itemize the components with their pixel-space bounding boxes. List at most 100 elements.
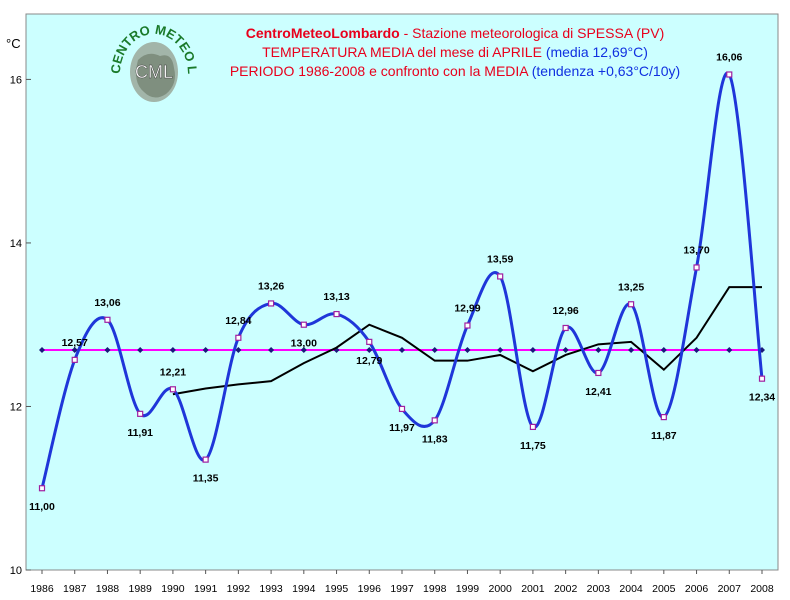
- data-label: 12,41: [585, 386, 611, 398]
- plot-area: [25, 13, 779, 571]
- mean-marker: [431, 347, 438, 354]
- x-tick-label: 2005: [652, 583, 676, 595]
- data-label: 11,91: [127, 427, 153, 439]
- title-mean: (media 12,69°C): [545, 44, 648, 60]
- mean-marker: [104, 347, 111, 354]
- temperature-marker: [366, 338, 373, 345]
- data-label: 11,75: [520, 440, 546, 452]
- mean-marker: [628, 347, 635, 354]
- mean-marker: [497, 347, 504, 354]
- x-tick-label: 2003: [587, 583, 611, 595]
- data-label: 11,87: [651, 430, 677, 442]
- moving-average-line: [172, 286, 762, 396]
- title-line-2: TEMPERATURA MEDIA del mese di APRILE (me…: [205, 43, 705, 62]
- title-trend: (tendenza +0,63°C/10y): [531, 63, 681, 79]
- x-tick-label: 1991: [194, 583, 218, 595]
- mean-marker: [71, 347, 78, 354]
- temperature-marker: [431, 417, 438, 424]
- data-label: 11,35: [193, 473, 219, 485]
- x-tick-label: 2002: [554, 583, 578, 595]
- chart-title: CentroMeteoLombardo - Stazione meteorolo…: [205, 24, 705, 81]
- mean-marker: [366, 347, 373, 354]
- data-label: 13,06: [94, 297, 120, 309]
- temperature-marker: [169, 386, 177, 393]
- mean-marker: [268, 347, 275, 354]
- temperature-marker: [398, 405, 406, 413]
- x-tick-label: 2007: [718, 583, 742, 595]
- data-label: 12,21: [160, 366, 186, 378]
- data-label: 12,96: [552, 305, 578, 317]
- data-label: 13,00: [291, 338, 317, 350]
- mean-marker: [399, 347, 405, 354]
- x-tick-label: 1999: [456, 583, 480, 595]
- mean-marker: [595, 347, 602, 354]
- mean-marker: [562, 347, 569, 354]
- x-tick-label: 2006: [685, 583, 709, 595]
- temperature-marker: [71, 356, 78, 363]
- data-label: 11,97: [389, 422, 415, 434]
- x-tick-label: 1988: [96, 583, 120, 595]
- temperature-marker: [627, 301, 635, 308]
- temperature-marker: [104, 316, 111, 323]
- temperature-marker: [464, 322, 471, 329]
- cml-logo: CENTRO METEO LOMBARDO CML: [108, 12, 200, 102]
- mean-marker: [300, 347, 307, 354]
- x-tick-label: 2000: [489, 583, 513, 595]
- x-tick-label: 1989: [129, 583, 153, 595]
- title-station: - Stazione meteorologica di SPESSA (PV): [399, 25, 665, 41]
- title-period: PERIODO 1986-2008 e confronto con la MED…: [229, 63, 532, 79]
- y-unit-label: °C: [6, 36, 21, 51]
- temperature-marker: [300, 321, 307, 328]
- data-label: 12,84: [225, 315, 251, 327]
- x-tick-label: 1992: [227, 583, 251, 595]
- title-line-3: PERIODO 1986-2008 e confronto con la MED…: [205, 62, 705, 81]
- data-label: 13,13: [323, 291, 349, 303]
- mean-marker: [137, 347, 144, 354]
- data-label: 13,26: [258, 280, 284, 292]
- temperature-marker: [137, 410, 144, 417]
- temperature-marker: [529, 423, 537, 431]
- title-brand: CentroMeteoLombardo: [245, 25, 400, 41]
- x-tick-label: 2008: [750, 583, 774, 595]
- x-tick-label: 1996: [358, 583, 382, 595]
- logo-center-text: CML: [135, 62, 173, 82]
- temperature-marker: [267, 300, 275, 307]
- data-label: 13,59: [487, 253, 513, 265]
- data-label: 13,25: [618, 281, 644, 293]
- y-tick-label: 14: [10, 238, 22, 250]
- x-tick-label: 1994: [292, 583, 316, 595]
- data-label: 12,57: [62, 337, 88, 349]
- y-tick-label: 16: [10, 74, 22, 86]
- x-tick-label: 1986: [30, 583, 54, 595]
- temperature-marker: [497, 273, 504, 280]
- temperature-marker: [726, 71, 733, 78]
- data-label: 11,83: [422, 433, 448, 445]
- mean-marker: [169, 347, 176, 354]
- data-label: 11,00: [29, 501, 55, 513]
- mean-marker: [39, 347, 45, 354]
- x-tick-label: 1995: [325, 583, 349, 595]
- data-labels: 11,00 12,57 13,06 11,91 12,21 11,35 12,84 13,26…: [29, 52, 775, 514]
- data-label: 13,70: [683, 244, 709, 256]
- mean-marker: [202, 347, 209, 354]
- mean-marker: [693, 347, 700, 354]
- x-tick-label: 1987: [63, 583, 87, 595]
- temperature-series: [38, 71, 766, 492]
- y-tick-label: 10: [10, 565, 22, 577]
- x-tick-label: 2004: [619, 583, 643, 595]
- logo-map-detail: [136, 53, 175, 98]
- temperature-line: [40, 71, 764, 489]
- axes: 10 12 14 16 1986 1987 1988 1989 1990 1991 1992 1993…: [10, 74, 774, 595]
- y-tick-label: 12: [10, 401, 22, 413]
- temperature-marker: [693, 264, 700, 271]
- x-tick-label: 1993: [259, 583, 283, 595]
- temperature-marker: [758, 375, 766, 382]
- temperature-marker: [562, 324, 569, 332]
- mean-marker: [726, 347, 733, 354]
- temperature-marker: [660, 414, 667, 421]
- mean-marker: [660, 347, 667, 354]
- temperature-marker: [38, 485, 46, 492]
- temperature-marker: [202, 456, 209, 463]
- mean-marker: [235, 347, 242, 354]
